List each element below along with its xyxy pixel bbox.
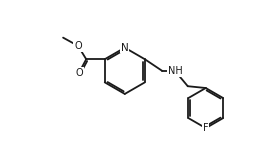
Text: N: N (121, 43, 129, 53)
Text: O: O (74, 41, 82, 51)
Text: F: F (203, 123, 209, 133)
Text: NH: NH (167, 66, 182, 76)
Text: O: O (75, 68, 83, 78)
